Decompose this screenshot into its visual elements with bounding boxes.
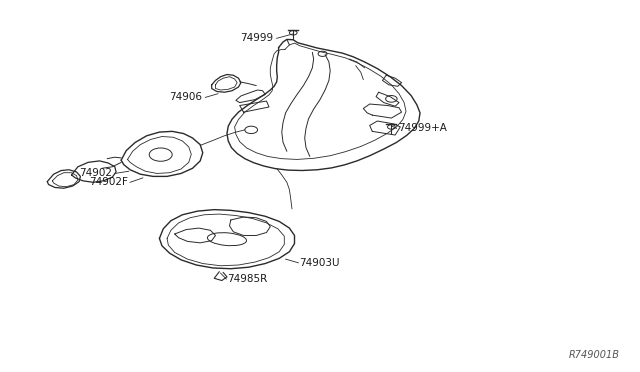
Text: 74902F: 74902F [89, 177, 127, 187]
Text: 74906: 74906 [169, 92, 202, 102]
Text: 74999+A: 74999+A [397, 124, 447, 134]
Text: 74903U: 74903U [300, 258, 340, 268]
Text: R749001B: R749001B [568, 350, 620, 360]
Text: 74999: 74999 [241, 33, 273, 43]
Text: 74902: 74902 [79, 169, 112, 179]
Text: 74985R: 74985R [228, 274, 268, 284]
